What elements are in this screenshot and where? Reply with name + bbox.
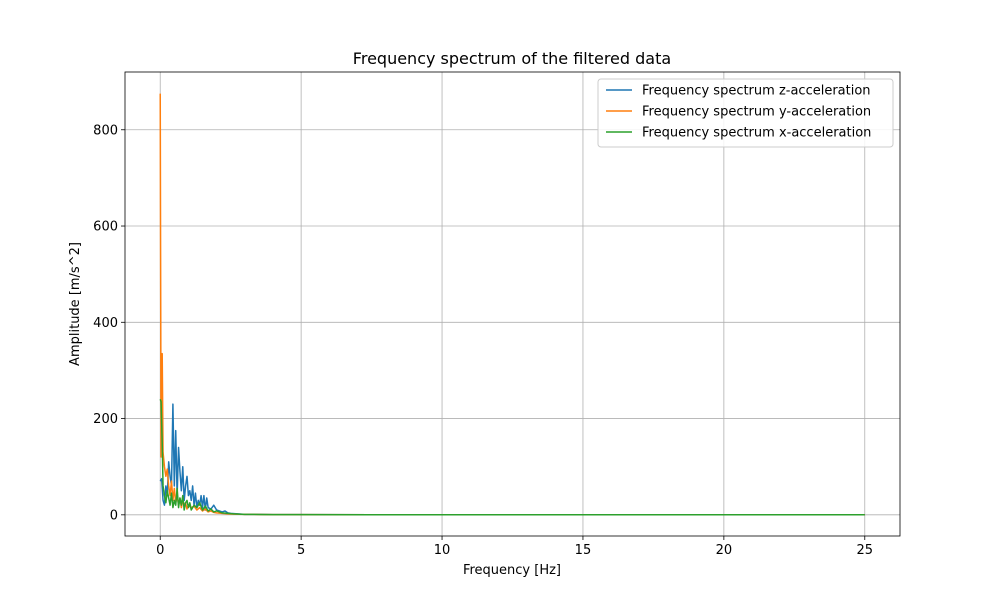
x-tick-label: 5 xyxy=(297,543,305,558)
y-tick-label: 0 xyxy=(110,508,118,523)
plot-area xyxy=(159,93,865,516)
x-tick-label: 15 xyxy=(575,543,592,558)
x-tick-label: 0 xyxy=(156,543,164,558)
chart-title: Frequency spectrum of the filtered data xyxy=(353,49,671,68)
legend-label-3: Frequency spectrum x-acceleration xyxy=(642,126,871,141)
x-tick-label: 25 xyxy=(856,543,873,558)
tick-layer: 0 5 10 15 20 25 0 200 400 600 800 xyxy=(93,123,873,558)
x-tick-label: 20 xyxy=(716,543,733,558)
y-tick-label: 200 xyxy=(93,412,118,427)
series-line-2 xyxy=(159,93,865,516)
plot-frame xyxy=(124,71,901,537)
x-axis-label: Frequency [Hz] xyxy=(463,563,561,578)
series-line-3 xyxy=(159,399,865,516)
x-tick-label: 10 xyxy=(434,543,451,558)
y-tick-label: 600 xyxy=(93,220,118,235)
legend-box xyxy=(597,78,894,148)
legend: Frequency spectrum z-acceleration Frequen… xyxy=(597,78,894,148)
legend-label-1: Frequency spectrum z-acceleration xyxy=(642,84,871,99)
legend-label-2: Frequency spectrum y-acceleration xyxy=(642,105,871,120)
y-tick-label: 800 xyxy=(93,123,118,138)
y-tick-label: 400 xyxy=(93,316,118,331)
y-axis-label: Amplitude [m/s^2] xyxy=(68,242,83,366)
series-line-1 xyxy=(159,403,865,516)
